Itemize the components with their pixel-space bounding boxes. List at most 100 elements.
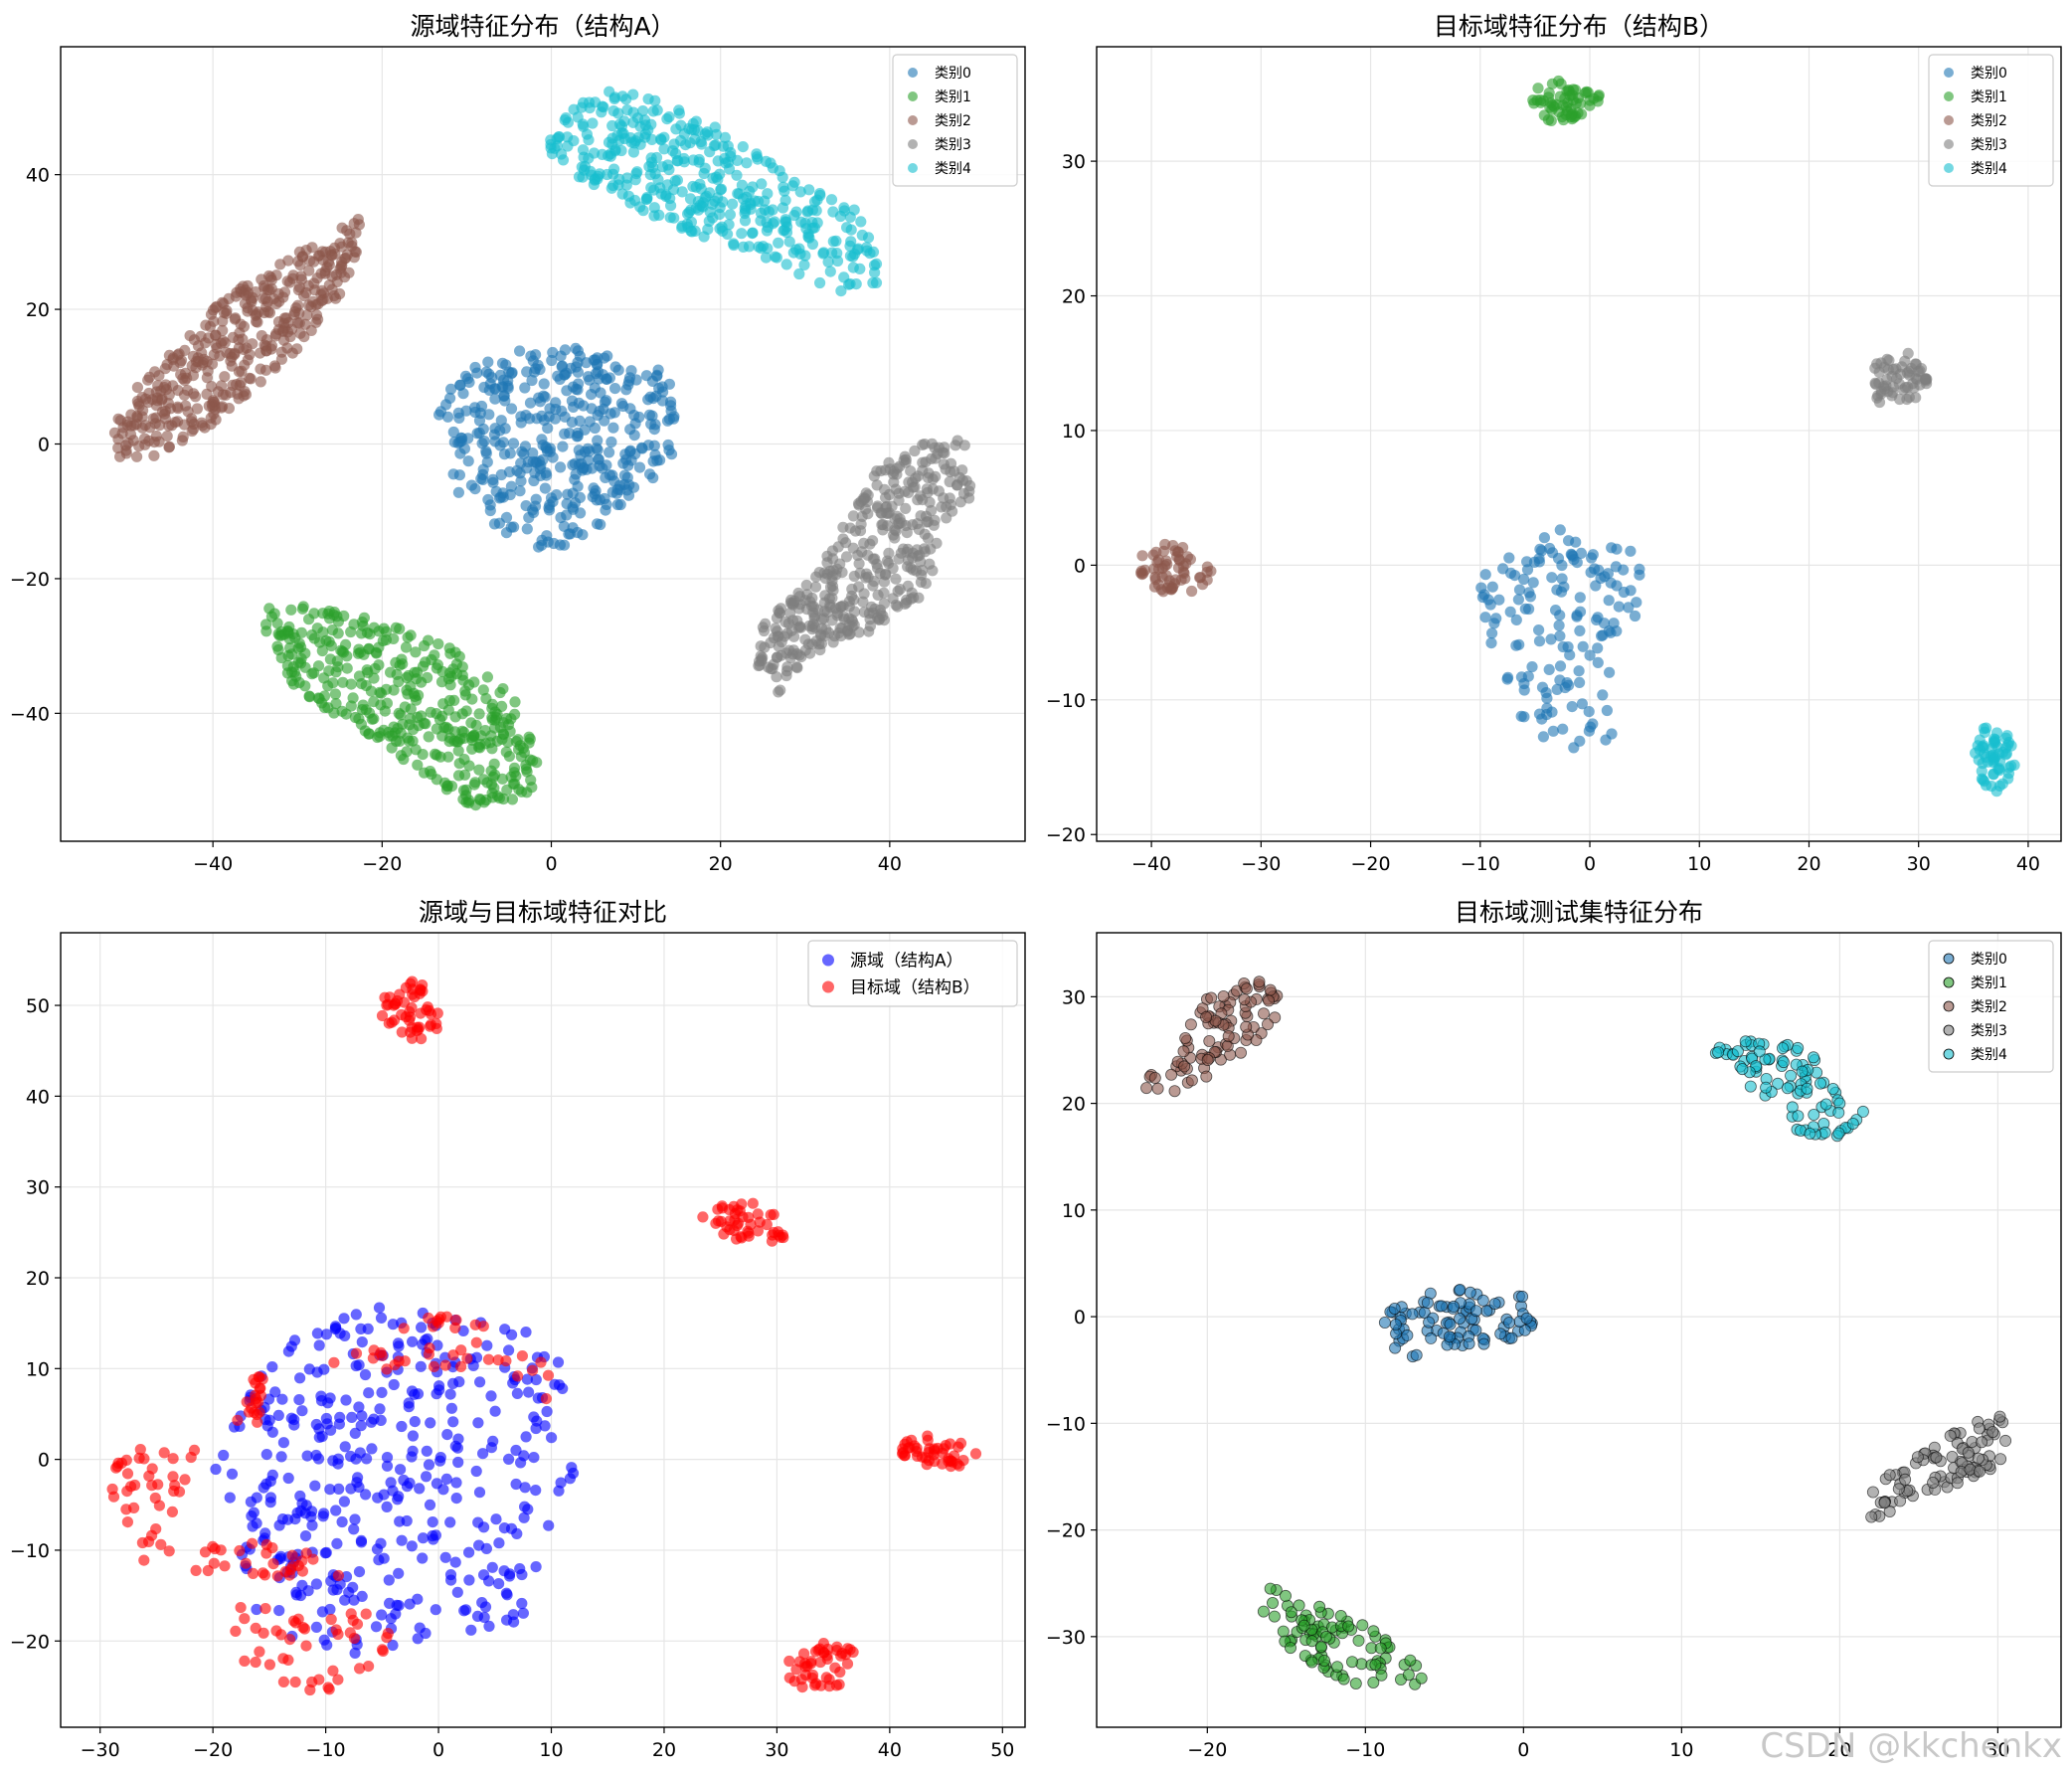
point-目标域（结构B）	[367, 1352, 379, 1364]
point-目标域（结构B）	[350, 1347, 363, 1359]
point-类别0	[530, 493, 542, 505]
point-类别3	[909, 444, 921, 457]
point-类别4	[709, 121, 721, 133]
point-类别1	[324, 653, 336, 665]
point-类别0	[500, 511, 513, 524]
point-类别2	[163, 389, 175, 401]
point-类别1	[373, 641, 385, 653]
point-类别0	[1389, 1319, 1402, 1331]
point-类别2	[223, 403, 235, 415]
point-类别4	[578, 164, 591, 176]
point-源域（结构A）	[501, 1589, 513, 1601]
point-类别0	[1444, 1318, 1457, 1330]
legend: 类别0 类别1 类别2 类别3 类别4	[1928, 54, 2054, 187]
point-类别1	[360, 679, 372, 692]
point-类别0	[665, 396, 677, 408]
point-类别4	[793, 267, 805, 280]
point-类别1	[470, 719, 482, 732]
point-类别4	[664, 212, 676, 224]
point-类别0	[527, 504, 539, 516]
point-类别0	[1464, 1286, 1476, 1299]
point-类别2	[131, 382, 143, 394]
point-类别3	[1999, 1434, 2012, 1447]
point-类别2	[143, 435, 155, 446]
point-目标域（结构B）	[455, 1360, 467, 1372]
point-源域（结构A）	[531, 1415, 543, 1427]
point-类别3	[899, 485, 911, 497]
point-类别4	[673, 107, 686, 119]
point-类别3	[1894, 1495, 1907, 1508]
point-源域（结构A）	[552, 1356, 565, 1368]
point-类别1	[322, 680, 334, 692]
point-目标域（结构B）	[747, 1197, 759, 1209]
point-类别1	[1560, 108, 1572, 120]
point-类别3	[871, 558, 883, 570]
point-类别4	[615, 144, 627, 157]
point-类别0	[1536, 713, 1548, 725]
point-源域（结构A）	[564, 1473, 577, 1485]
point-目标域（结构B）	[146, 1463, 158, 1475]
point-类别0	[1587, 549, 1599, 561]
point-源域（结构A）	[449, 1556, 461, 1568]
y-tick-label: 20	[1062, 1094, 1086, 1116]
point-类别4	[788, 176, 800, 188]
point-类别1	[508, 767, 520, 779]
point-类别4	[737, 141, 749, 153]
point-类别0	[606, 486, 618, 498]
point-类别3	[922, 516, 934, 528]
point-类别3	[840, 551, 853, 563]
point-类别1	[512, 734, 524, 746]
x-tick-label: 30	[1986, 1739, 2009, 1761]
point-类别4	[627, 89, 639, 100]
point-源域（结构A）	[477, 1448, 489, 1460]
point-类别1	[326, 624, 338, 636]
point-类别0	[614, 498, 626, 511]
point-类别4	[611, 129, 623, 141]
point-源域（结构A）	[375, 1414, 387, 1426]
point-类别0	[441, 411, 454, 423]
point-类别4	[621, 104, 633, 116]
point-类别0	[1553, 620, 1565, 631]
point-类别0	[621, 484, 633, 496]
point-类别0	[1510, 639, 1522, 651]
point-类别4	[1808, 1051, 1820, 1064]
point-类别2	[260, 345, 272, 357]
point-源域（结构A）	[498, 1565, 510, 1577]
x-tick-label: 30	[765, 1739, 788, 1761]
point-类别4	[596, 106, 607, 118]
point-目标域（结构B）	[455, 1344, 467, 1356]
point-类别4	[1826, 1083, 1839, 1096]
point-类别0	[454, 379, 466, 391]
point-类别4	[1712, 1046, 1725, 1059]
point-类别3	[799, 633, 811, 645]
point-类别3	[1902, 347, 1914, 359]
point-类别4	[731, 169, 743, 181]
point-源域（结构A）	[407, 1430, 419, 1442]
point-源域（结构A）	[347, 1581, 359, 1593]
point-类别0	[524, 413, 536, 425]
point-类别3	[821, 568, 833, 580]
point-目标域（结构B）	[396, 1008, 408, 1021]
point-目标域（结构B）	[282, 1654, 294, 1666]
y-tick-label: 40	[26, 1086, 50, 1108]
point-源域（结构A）	[510, 1444, 522, 1457]
point-目标域（结构B）	[348, 1632, 360, 1645]
point-类别4	[838, 202, 850, 214]
point-类别2	[1155, 584, 1167, 596]
point-源域（结构A）	[445, 1402, 457, 1414]
point-目标域（结构B）	[921, 1459, 933, 1471]
point-目标域（结构B）	[110, 1462, 122, 1474]
point-类别0	[1545, 633, 1557, 645]
point-类别4	[868, 260, 881, 271]
point-类别2	[163, 442, 175, 453]
x-tick-label: −40	[1131, 853, 1171, 875]
legend-marker	[822, 980, 834, 993]
point-类别3	[847, 510, 860, 522]
point-目标域（结构B）	[809, 1680, 821, 1691]
point-目标域（结构B）	[710, 1217, 722, 1229]
point-类别3	[956, 474, 969, 486]
point-类别0	[463, 376, 475, 388]
point-类别2	[1156, 571, 1168, 583]
point-类别1	[323, 606, 335, 618]
point-类别1	[1369, 1659, 1382, 1672]
